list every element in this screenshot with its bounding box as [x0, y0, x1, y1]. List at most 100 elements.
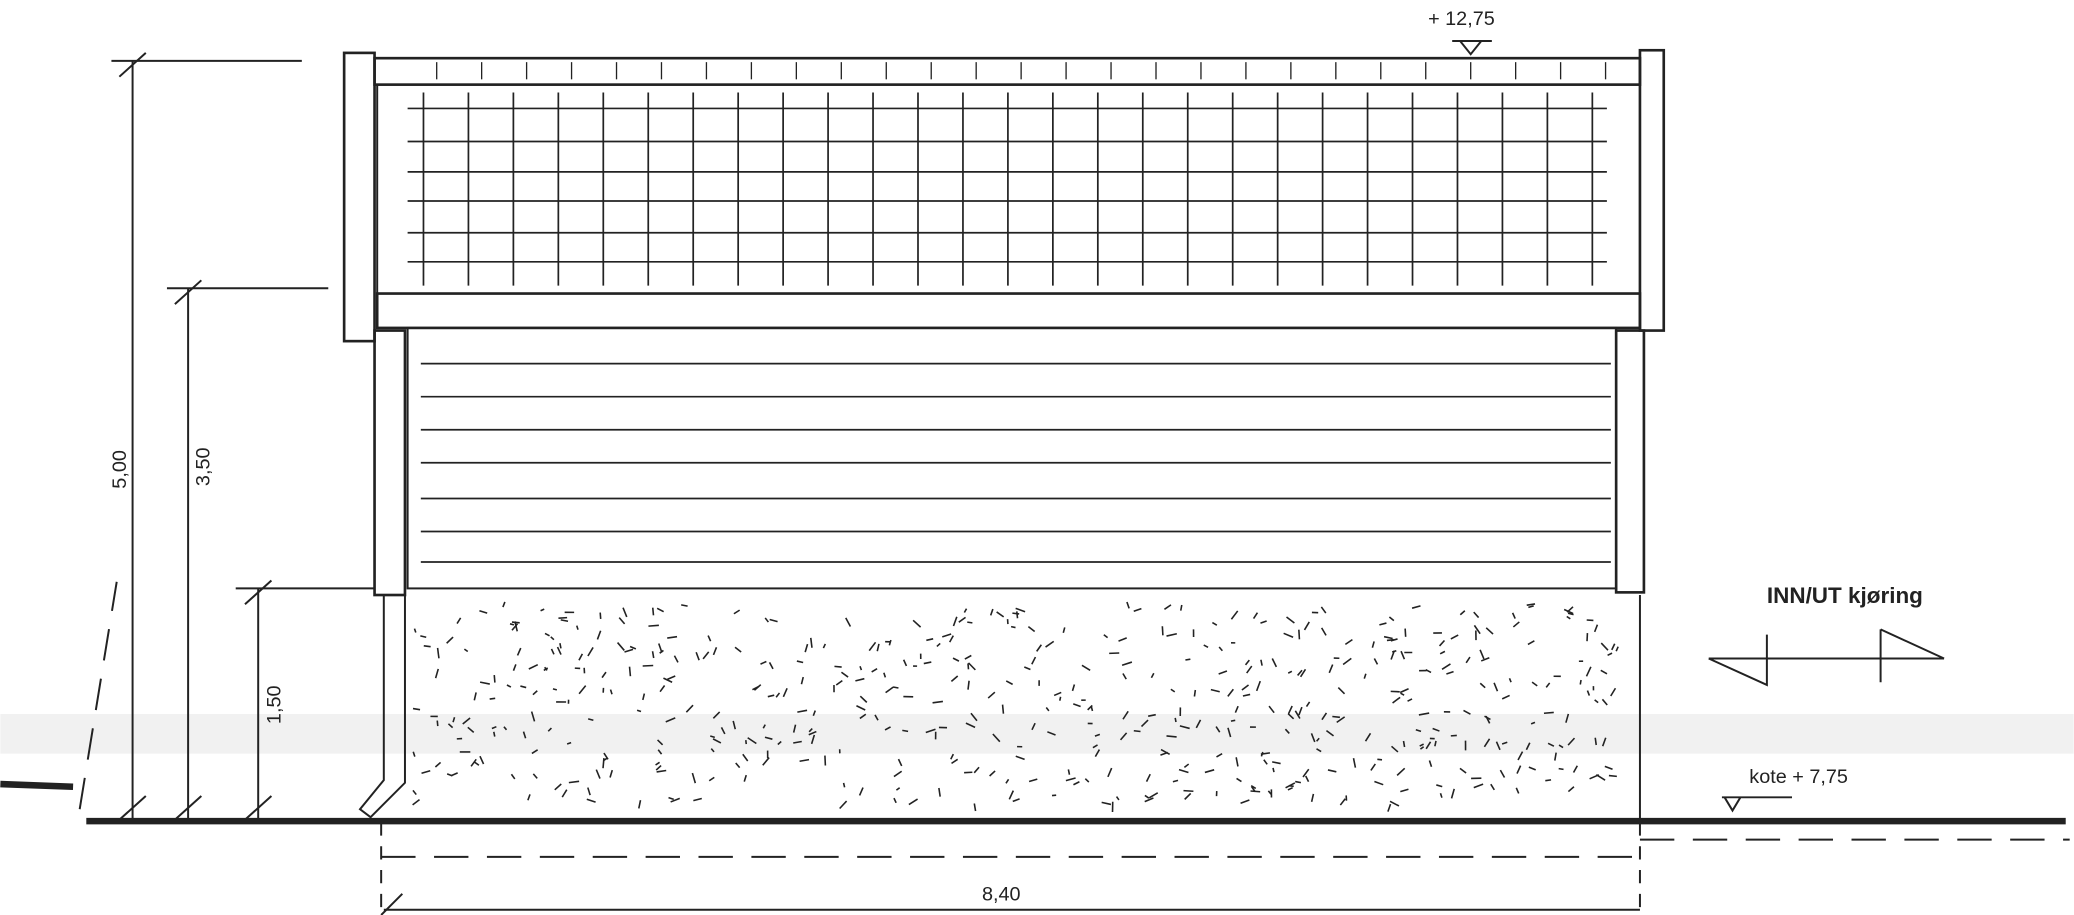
speckle	[1473, 624, 1481, 635]
speckle	[734, 646, 742, 653]
dimension-height: 1,50	[264, 685, 286, 724]
speckle	[1298, 706, 1303, 716]
speckle	[493, 675, 496, 683]
speckle	[767, 694, 775, 698]
speckle	[651, 651, 655, 659]
right-jamb	[1614, 329, 1646, 594]
speckle	[1183, 789, 1194, 793]
speckle	[624, 648, 634, 653]
speckle	[733, 609, 741, 615]
speckle	[712, 647, 718, 656]
speckle	[1528, 766, 1536, 771]
speckle	[1163, 604, 1172, 610]
speckle	[1499, 769, 1506, 778]
speckle	[1315, 737, 1320, 742]
speckle	[1174, 717, 1177, 723]
speckle	[1567, 786, 1575, 793]
speckle	[673, 655, 679, 663]
speckle	[952, 616, 958, 627]
speckle	[1320, 627, 1327, 636]
downpipe	[358, 595, 406, 819]
speckle	[707, 635, 712, 642]
speckle	[950, 753, 955, 760]
speckle	[575, 625, 579, 630]
speckle	[423, 645, 431, 648]
speckle	[638, 800, 642, 809]
speckle	[859, 665, 863, 671]
speckle	[544, 632, 550, 637]
speckle	[665, 717, 676, 723]
speckle	[1585, 666, 1592, 677]
speckle	[1305, 775, 1310, 783]
speckle	[602, 757, 608, 762]
speckle	[1287, 786, 1293, 791]
speckle	[822, 643, 827, 649]
speckle	[1005, 680, 1014, 686]
speckle	[1287, 713, 1295, 720]
speckle	[1450, 634, 1459, 640]
speckle	[1122, 673, 1127, 680]
speckle	[1425, 741, 1432, 750]
speckle	[1373, 658, 1379, 665]
speckle	[681, 604, 688, 607]
speckle	[1459, 610, 1466, 616]
speckle	[1115, 796, 1120, 801]
dimension-lines	[111, 52, 1640, 915]
speckle	[554, 783, 562, 791]
speckle	[412, 789, 417, 796]
speckle	[1204, 769, 1215, 774]
speckle	[912, 619, 922, 628]
speckle	[950, 675, 959, 683]
speckle	[1370, 763, 1376, 771]
speckle	[586, 798, 596, 803]
speckle	[603, 752, 609, 760]
speckle	[782, 687, 788, 698]
speckle	[1554, 752, 1557, 761]
speckle	[764, 736, 773, 740]
speckle	[1028, 778, 1038, 783]
speckle	[1271, 658, 1278, 668]
speckle	[1407, 698, 1413, 702]
speckle	[560, 619, 569, 623]
speckle	[1586, 690, 1591, 696]
speckle	[1321, 712, 1328, 721]
speckle	[1483, 738, 1491, 748]
speckle	[578, 653, 584, 661]
speckle	[1118, 637, 1128, 642]
speckle	[1436, 784, 1443, 788]
speckle	[412, 707, 421, 711]
left-post	[342, 51, 376, 343]
speckle	[568, 780, 580, 784]
speckle	[1193, 689, 1197, 697]
speckle	[1594, 737, 1598, 746]
speckle	[1327, 769, 1337, 773]
speckle	[973, 803, 977, 812]
speckle	[622, 607, 628, 618]
speckle	[1511, 612, 1516, 619]
speckle	[655, 764, 662, 771]
speckle	[948, 635, 954, 643]
speckle	[747, 737, 757, 745]
speckle	[1126, 601, 1130, 609]
speckle	[1140, 719, 1149, 728]
speckle	[888, 639, 892, 646]
speckle	[1260, 620, 1267, 624]
speckle	[792, 724, 797, 733]
speckle	[1390, 745, 1399, 753]
speckle	[1446, 670, 1454, 675]
speckle	[1133, 729, 1141, 733]
speckle	[1059, 696, 1062, 701]
speckle	[1332, 715, 1340, 719]
speckle	[1045, 640, 1055, 648]
speckle	[1594, 699, 1599, 704]
speckle	[842, 782, 846, 788]
speckle	[436, 720, 439, 727]
speckle	[973, 766, 980, 774]
speckle	[1402, 740, 1406, 748]
speckle	[967, 662, 976, 671]
speckle	[1390, 650, 1396, 660]
speckle	[777, 740, 782, 746]
speckle	[655, 761, 661, 766]
speckle	[808, 728, 813, 733]
speckle	[1425, 669, 1432, 674]
